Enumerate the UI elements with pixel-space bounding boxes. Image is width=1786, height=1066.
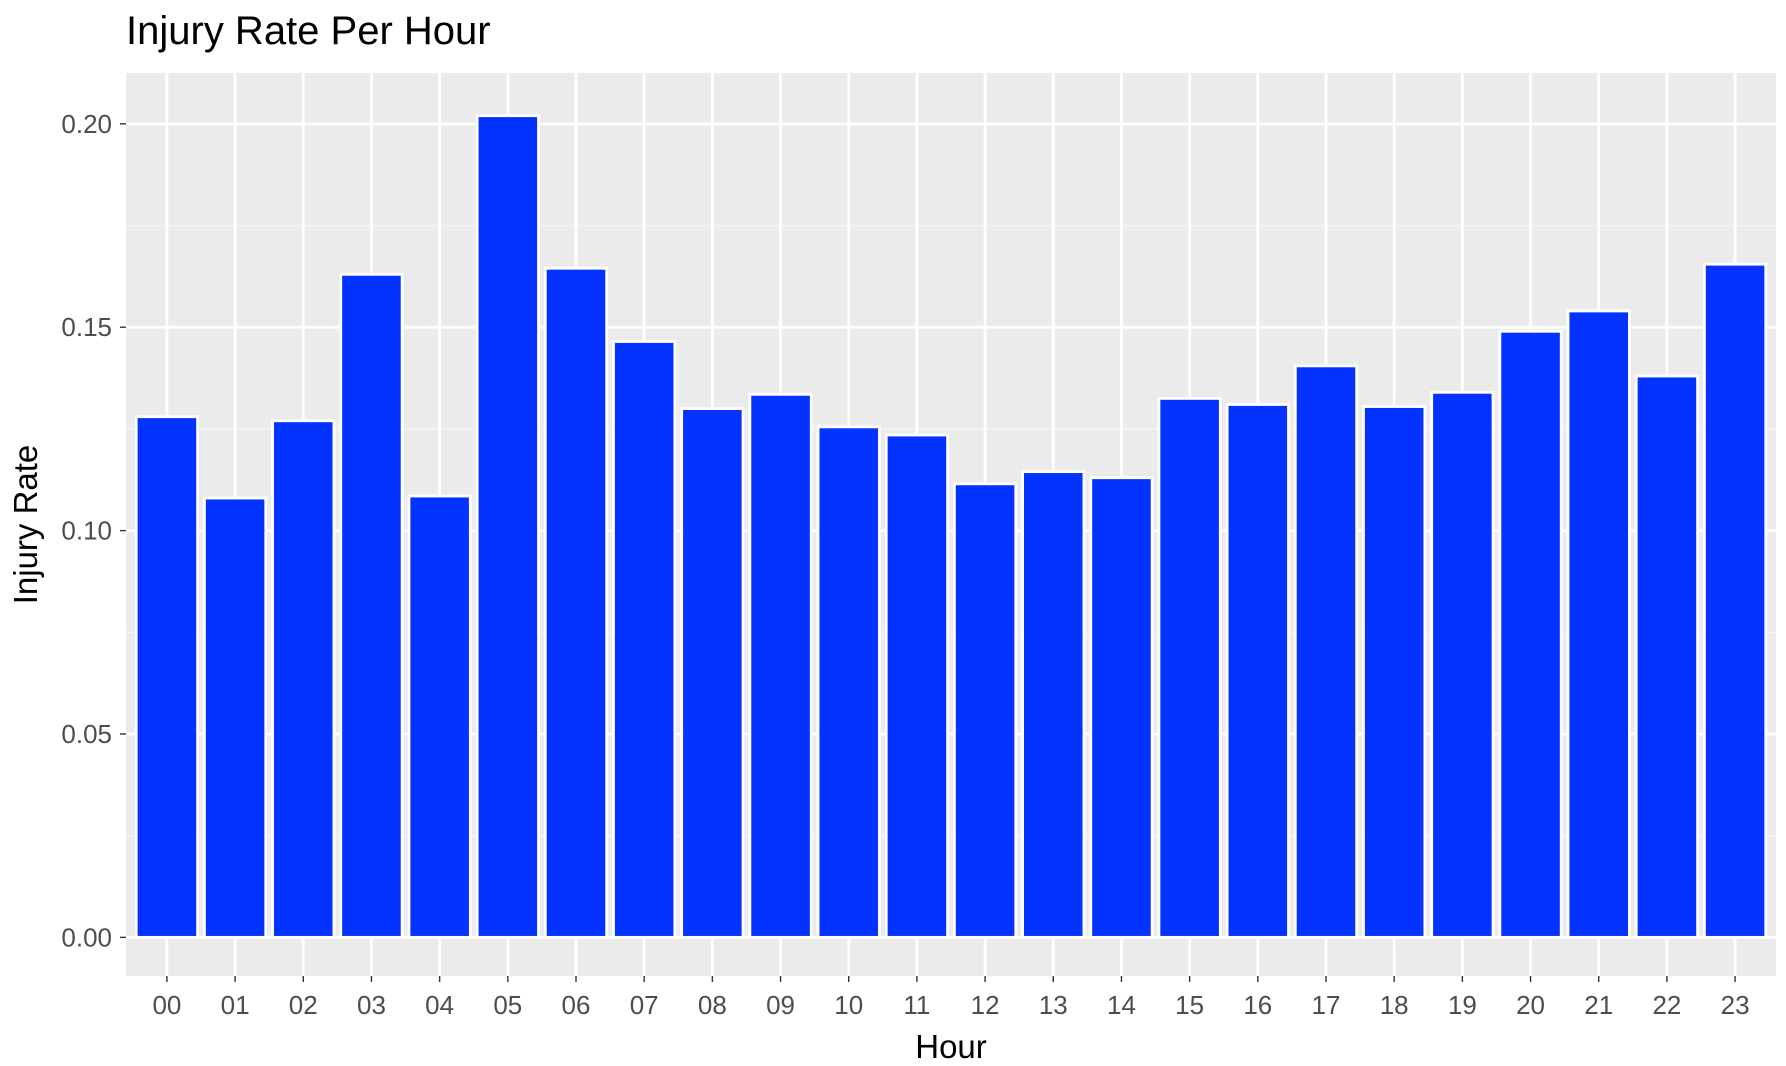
bar-21 <box>1566 309 1631 939</box>
x-tick-label: 03 <box>357 990 386 1020</box>
bar-05 <box>475 114 540 939</box>
bar-03 <box>339 272 404 939</box>
bar-22 <box>1634 374 1699 939</box>
bar-10 <box>816 425 881 939</box>
x-tick-label: 13 <box>1039 990 1068 1020</box>
y-tick-label: 0.10 <box>61 516 112 546</box>
x-tick-label: 04 <box>425 990 454 1020</box>
x-tick-label: 23 <box>1721 990 1750 1020</box>
bar-01 <box>203 496 268 939</box>
chart-title: Injury Rate Per Hour <box>126 9 491 53</box>
bar-23 <box>1703 262 1768 939</box>
bar-00 <box>134 415 199 939</box>
x-axis-ticks: 00 01 02 03 04 05 06 07 08 09 10 11 12 13 14 15 16 17 18 19… <box>152 976 1750 1020</box>
x-tick-label: 05 <box>493 990 522 1020</box>
x-tick-label: 19 <box>1448 990 1477 1020</box>
x-tick-label: 18 <box>1380 990 1409 1020</box>
x-axis-label: Hour <box>915 1028 987 1065</box>
x-tick-label: 08 <box>698 990 727 1020</box>
x-tick-label: 16 <box>1243 990 1272 1020</box>
x-tick-label: 20 <box>1516 990 1545 1020</box>
x-tick-label: 01 <box>221 990 250 1020</box>
x-tick-label: 09 <box>766 990 795 1020</box>
bar-16 <box>1225 403 1290 939</box>
x-tick-label: 00 <box>152 990 181 1020</box>
bar-19 <box>1430 390 1495 939</box>
bar-06 <box>543 266 609 939</box>
bar-17 <box>1293 364 1359 939</box>
bar-12 <box>953 482 1018 939</box>
x-tick-label: 21 <box>1584 990 1613 1020</box>
x-tick-label: 14 <box>1107 990 1136 1020</box>
bar-02 <box>271 419 336 939</box>
y-tick-label: 0.20 <box>61 109 112 139</box>
y-tick-label: 0.15 <box>61 312 112 342</box>
bar-07 <box>612 340 677 939</box>
bar-20 <box>1498 329 1563 939</box>
bars <box>134 114 1768 939</box>
x-tick-label: 17 <box>1312 990 1341 1020</box>
bar-08 <box>680 407 745 939</box>
bar-13 <box>1021 470 1086 939</box>
bar-11 <box>884 433 949 939</box>
x-tick-label: 12 <box>971 990 1000 1020</box>
y-axis-ticks: 0.00 0.05 0.10 0.15 0.20 <box>61 109 126 952</box>
y-tick-label: 0.00 <box>61 922 112 952</box>
bar-09 <box>748 392 813 939</box>
bar-18 <box>1362 405 1427 939</box>
y-tick-label: 0.05 <box>61 719 112 749</box>
y-axis-label: Injury Rate <box>7 445 44 605</box>
x-tick-label: 11 <box>903 990 930 1020</box>
bar-14 <box>1089 476 1154 939</box>
x-tick-label: 10 <box>834 990 863 1020</box>
x-tick-label: 15 <box>1175 990 1204 1020</box>
x-tick-label: 02 <box>289 990 318 1020</box>
x-tick-label: 06 <box>562 990 591 1020</box>
x-tick-label: 07 <box>630 990 659 1020</box>
bar-04 <box>407 494 472 939</box>
bar-15 <box>1157 397 1222 939</box>
x-tick-label: 22 <box>1652 990 1681 1020</box>
